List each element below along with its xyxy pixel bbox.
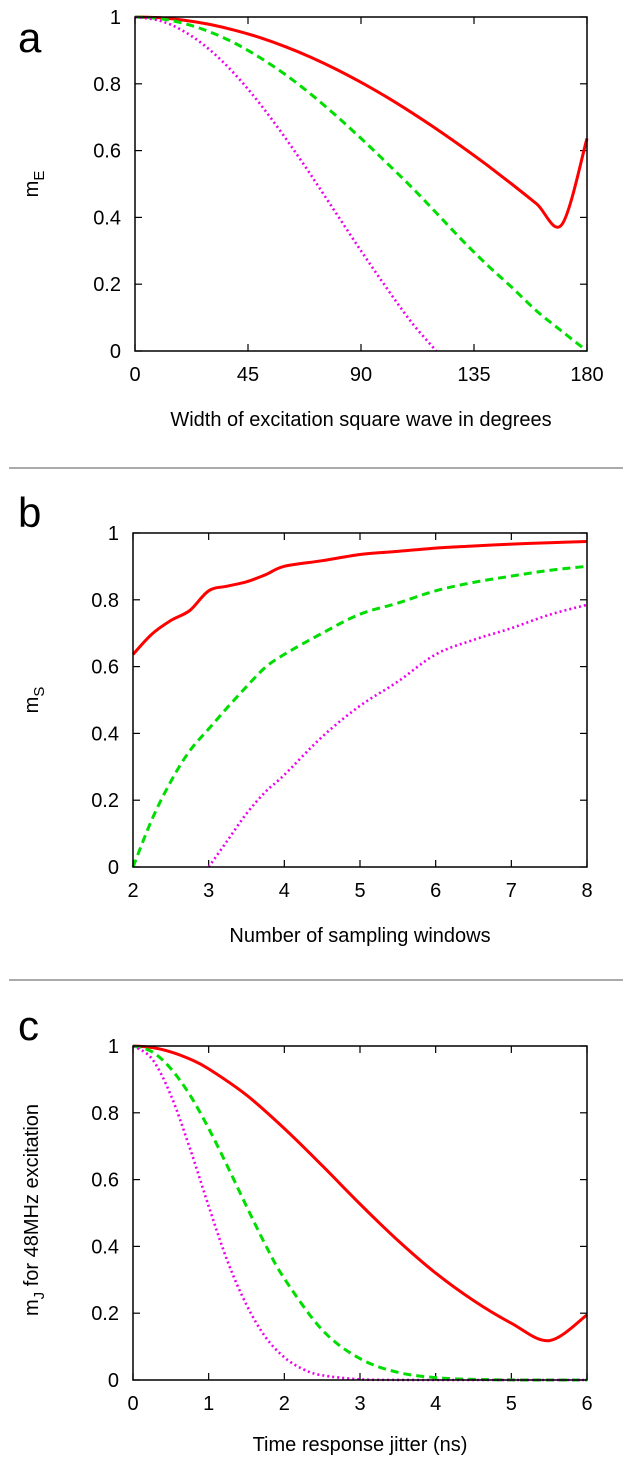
panel-a: a 0 45 90 135 180 0 0.2 0.4 0.6 0.8 1 Width of exc… — [18, 7, 604, 431]
panel-a-xlabel: Width of excitation square wave in degre… — [170, 409, 551, 431]
panel-c-series — [132, 1044, 588, 1382]
x-tick-label: 5 — [354, 880, 365, 902]
panel-a-ticks: 0 45 90 135 180 0 0.2 0.4 0.6 0.8 1 — [93, 7, 604, 386]
panel-b-ticks: 2 3 4 5 6 7 8 0 0.2 0.4 0.6 0.8 1 — [91, 523, 592, 902]
y-tick-label: 0.8 — [91, 590, 119, 612]
panel-a-plot-frame — [134, 16, 588, 352]
x-tick-label: 0 — [129, 364, 140, 386]
panel-label-b: b — [18, 489, 41, 536]
series-line-solid — [131, 540, 588, 656]
y-tick-label: 0.6 — [91, 657, 119, 679]
panel-b: b 2 3 4 5 6 7 8 0 0.2 0.4 0.6 0.8 1 Number of sampli… — [18, 489, 593, 947]
y-tick-label: 0.8 — [91, 1103, 119, 1125]
panel-c: c 0 1 2 3 4 5 6 0 0.2 0.4 0.6 0.8 1 Time response ji… — [18, 1002, 593, 1456]
series-line-dotted — [134, 15, 438, 352]
series-line-dashed — [132, 1044, 587, 1382]
y-tick-label: 0.2 — [91, 790, 119, 812]
y-tick-label: 0.4 — [91, 723, 119, 745]
x-tick-label: 8 — [581, 880, 592, 902]
y-tick-label: 0.8 — [93, 74, 121, 96]
panel-c-ylabel-base: m — [21, 1299, 43, 1316]
panel-b-xlabel: Number of sampling windows — [229, 925, 490, 947]
series-line-solid — [134, 15, 589, 229]
y-tick-label: 0 — [110, 341, 121, 363]
x-tick-label: 2 — [279, 1393, 290, 1415]
panel-b-ylabel-sub: S — [31, 687, 48, 697]
series-line-dashed — [131, 564, 588, 868]
y-tick-label: 1 — [110, 7, 121, 29]
panel-c-xlabel: Time response jitter (ns) — [253, 1434, 468, 1456]
y-tick-label: 0 — [108, 1370, 119, 1392]
series-line-dashed — [134, 15, 588, 353]
panel-c-ylabel-after: for 48MHz excitation — [21, 1104, 43, 1292]
x-tick-label: 45 — [237, 364, 259, 386]
panel-a-series — [134, 15, 589, 353]
panel-c-ylabel: mJ for 48MHz excitation — [21, 1104, 48, 1316]
y-tick-label: 0.6 — [91, 1170, 119, 1192]
y-tick-label: 1 — [108, 1036, 119, 1058]
x-tick-label: 5 — [506, 1393, 517, 1415]
x-tick-label: 7 — [506, 880, 517, 902]
panel-label-a: a — [18, 14, 42, 61]
x-tick-label: 6 — [581, 1393, 592, 1415]
y-tick-label: 0.6 — [93, 141, 121, 163]
series-line-dotted — [207, 603, 588, 868]
x-tick-label: 180 — [570, 364, 603, 386]
x-tick-label: 2 — [127, 880, 138, 902]
x-tick-label: 3 — [203, 880, 214, 902]
series-line-solid — [132, 1044, 588, 1343]
x-tick-label: 0 — [127, 1393, 138, 1415]
panel-b-ylabel-base: m — [21, 697, 43, 714]
panel-a-ylabel-sub: E — [31, 171, 48, 181]
x-tick-label: 135 — [457, 364, 490, 386]
panel-b-ylabel: mS — [21, 687, 48, 714]
x-tick-label: 1 — [203, 1393, 214, 1415]
panel-label-c: c — [18, 1002, 39, 1049]
y-tick-label: 1 — [108, 523, 119, 545]
x-tick-label: 4 — [430, 1393, 441, 1415]
x-tick-label: 3 — [354, 1393, 365, 1415]
x-tick-label: 4 — [279, 880, 290, 902]
series-line-dotted — [132, 1044, 587, 1382]
x-tick-label: 6 — [430, 880, 441, 902]
panel-b-plot-frame — [132, 532, 588, 868]
y-tick-label: 0.2 — [91, 1303, 119, 1325]
y-tick-label: 0.4 — [91, 1236, 119, 1258]
y-tick-label: 0.4 — [93, 207, 121, 229]
panel-c-ticks: 0 1 2 3 4 5 6 0 0.2 0.4 0.6 0.8 1 — [91, 1036, 592, 1415]
panel-a-ylabel-base: m — [21, 181, 43, 198]
panel-c-plot-frame — [132, 1045, 588, 1381]
y-tick-label: 0.2 — [93, 274, 121, 296]
y-tick-label: 0 — [108, 857, 119, 879]
panel-b-series — [131, 540, 588, 868]
panel-a-ylabel: mE — [21, 171, 48, 198]
x-tick-label: 90 — [350, 364, 372, 386]
panel-c-ylabel-sub: J — [31, 1292, 48, 1300]
